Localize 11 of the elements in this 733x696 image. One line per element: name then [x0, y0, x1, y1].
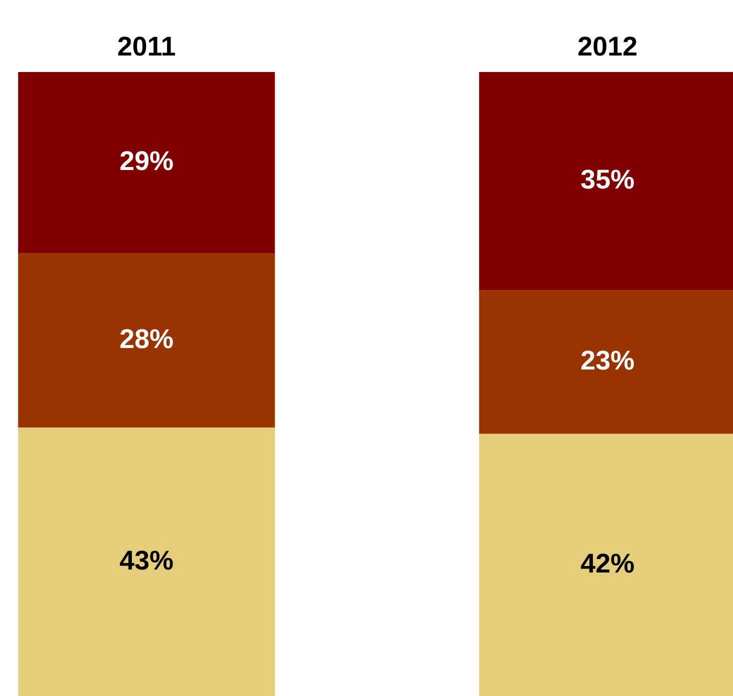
bar	[18, 428, 275, 696]
data-label: 28%	[119, 324, 174, 354]
data-label: 35%	[580, 164, 635, 195]
bar	[18, 72, 275, 253]
x-tick-label: 2011	[117, 31, 176, 62]
data-label: 42%	[580, 548, 635, 578]
data-label: 29%	[119, 146, 174, 176]
x-tick-label: 2012	[577, 31, 638, 62]
bar	[18, 252, 275, 428]
data-label: 43%	[119, 545, 174, 576]
data-label: 23%	[580, 346, 635, 376]
